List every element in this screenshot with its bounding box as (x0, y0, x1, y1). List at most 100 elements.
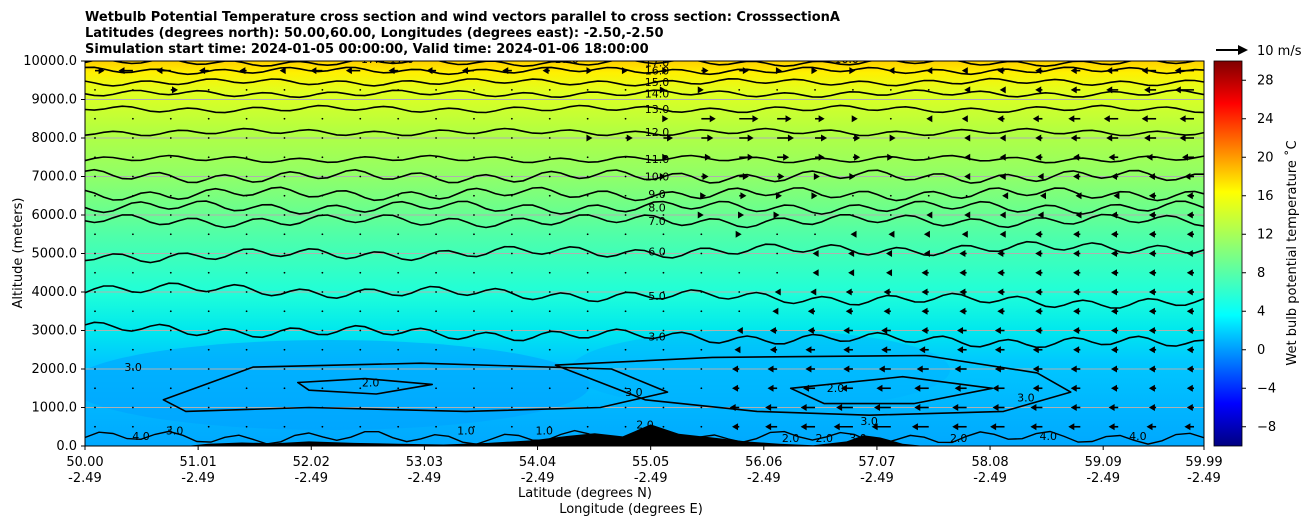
contour-label: 14.0 (645, 88, 670, 101)
wind-vector-head (926, 67, 933, 75)
wind-vector (624, 214, 627, 216)
x-tick-label-lat: 58.08 (971, 455, 1008, 470)
x-tick-label-lat: 59.99 (1185, 455, 1222, 470)
wind-vector (94, 137, 96, 139)
wind-vector-head (1186, 288, 1193, 296)
x-tick-label-lon: -2.49 (408, 471, 442, 486)
wind-vector (662, 406, 665, 409)
wind-vector (321, 310, 324, 313)
wind-vector (776, 233, 779, 236)
contour-label: 10.0 (645, 171, 670, 184)
wind-vector-head (765, 423, 772, 431)
wind-vector-head (1148, 230, 1155, 238)
wind-vector (473, 194, 475, 197)
wind-vector (94, 348, 96, 351)
wind-vector-head (805, 365, 812, 373)
wind-vector (965, 194, 968, 197)
wind-vector-head (1111, 250, 1118, 257)
wind-vector-head (667, 134, 674, 142)
wind-vector (131, 194, 134, 197)
wind-vector (700, 271, 703, 274)
wind-vector-head (1073, 230, 1080, 238)
wind-vector (548, 252, 551, 255)
wind-vector (169, 271, 172, 274)
wind-vector-head (810, 288, 817, 296)
wind-vector-head (851, 115, 858, 123)
contour-label: 12.0 (645, 126, 670, 139)
wind-vector (321, 252, 324, 255)
wind-vector (397, 156, 400, 159)
wind-vector-head (957, 327, 964, 334)
wind-vector-head (785, 115, 792, 123)
wind-vector (510, 137, 513, 139)
wind-vector (397, 194, 400, 197)
wind-vector (738, 252, 741, 255)
wind-vector-head (1106, 134, 1113, 142)
wind-vector (435, 194, 437, 197)
wind-vector-head (1174, 86, 1181, 94)
wind-vector-head (1032, 115, 1039, 123)
wind-vector-head (1148, 269, 1155, 277)
wind-vector (435, 425, 437, 428)
wind-vector-head (876, 384, 883, 392)
wind-vector (473, 156, 475, 159)
wind-vector-head (840, 384, 847, 392)
wind-vector (169, 310, 172, 313)
wind-vector-head (1073, 327, 1080, 334)
wind-vector (700, 387, 703, 390)
contour-line (789, 375, 994, 405)
wind-vector (131, 88, 134, 91)
wind-vector-head (1184, 173, 1191, 180)
wind-vector (321, 271, 324, 274)
x-tick-label-lon: -2.49 (294, 471, 328, 486)
contour-line (85, 240, 1204, 264)
wind-vector (397, 175, 400, 178)
wind-vector (927, 175, 930, 178)
wind-vector-head (1108, 153, 1115, 161)
wind-vector (94, 117, 96, 120)
wind-vector-head (740, 192, 747, 200)
wind-vector-head (736, 327, 743, 334)
wind-vector-head (1141, 67, 1148, 75)
wind-vector-head (310, 67, 317, 75)
wind-vector-head (849, 173, 856, 180)
wind-vector-head (1186, 250, 1193, 257)
x-tick-label-lat: 52.02 (293, 455, 330, 470)
contour-label: 3.0 (860, 415, 878, 428)
wind-vector (169, 233, 172, 236)
wind-vector (473, 214, 475, 216)
wind-vector (473, 233, 475, 236)
wind-vector-head (118, 67, 125, 75)
wind-vector-head (923, 250, 930, 257)
wind-vector (245, 137, 248, 139)
wind-vector-head (1035, 250, 1042, 257)
wind-vector (359, 406, 362, 409)
wind-vector-head (845, 307, 852, 315)
wind-vector (473, 425, 475, 428)
contour-line (85, 200, 1204, 215)
wind-vector-head (1037, 173, 1044, 180)
contour-line (85, 282, 1204, 309)
wind-vector (435, 291, 437, 293)
wind-vector-head (1032, 365, 1039, 373)
wind-vector (662, 387, 665, 390)
contour-label: 2.0 (816, 432, 834, 445)
wind-vector-head (959, 269, 966, 277)
wind-vector (624, 271, 627, 274)
wind-vector (473, 329, 475, 332)
wind-vector-head (767, 365, 774, 373)
x-tick-label-lon: -2.49 (860, 471, 894, 486)
x-tick-label-lat: 59.09 (1085, 455, 1122, 470)
wind-vector-head (769, 346, 776, 354)
quiver-key-label: 10 m/s (1257, 44, 1302, 59)
wind-vector (397, 291, 400, 293)
wind-vector (245, 156, 248, 159)
wind-vector (700, 368, 703, 370)
wind-vector-head (1035, 134, 1042, 142)
contour-label: 17.0 (645, 57, 670, 70)
wind-vector (131, 117, 134, 120)
wind-vector (473, 348, 475, 351)
wind-vector (510, 310, 513, 313)
wind-vector-head (997, 115, 1004, 123)
